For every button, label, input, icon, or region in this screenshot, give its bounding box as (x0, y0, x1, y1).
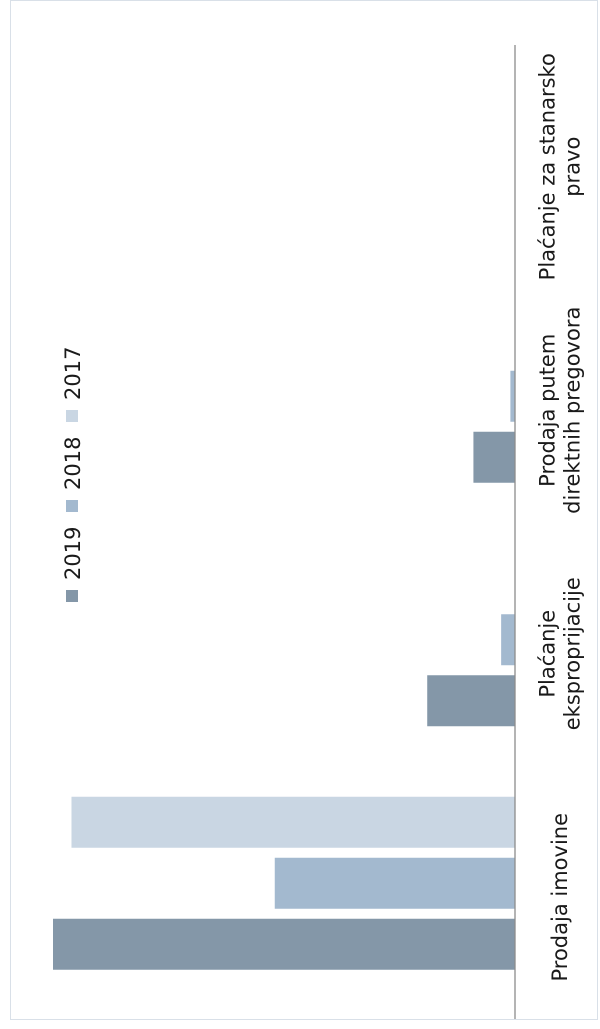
bar-2018-1 (501, 614, 515, 666)
bar-2018-2 (510, 370, 515, 422)
bars-group (53, 370, 515, 970)
legend-label-2017: 2017 (61, 347, 85, 400)
category-label-0: Prodaja imovine (548, 813, 572, 982)
legend-label-2018: 2018 (61, 437, 85, 490)
bar-2018-0 (274, 857, 515, 909)
legend-label-2019: 2019 (61, 527, 85, 580)
bar-2019-2 (473, 431, 515, 483)
category-labels: Prodaja imovine Plaćanjeeksproprijacije Pr… (536, 53, 585, 981)
bar-2017-0 (71, 796, 515, 848)
legend: 2019 2018 2017 (61, 347, 85, 602)
category-label-2: Prodaja putemdirektnih pregovora (536, 307, 585, 514)
category-label-1: Plaćanjeeksproprijacije (536, 577, 585, 730)
legend-swatch-2018 (66, 500, 78, 512)
category-label-3: Plaćanje za stanarskopravo (536, 53, 585, 280)
bar-2019-1 (427, 675, 515, 727)
legend-swatch-2019 (66, 590, 78, 602)
bar-2019-0 (53, 918, 515, 970)
chart-frame (10, 0, 598, 1020)
legend-swatch-2017 (66, 410, 78, 422)
